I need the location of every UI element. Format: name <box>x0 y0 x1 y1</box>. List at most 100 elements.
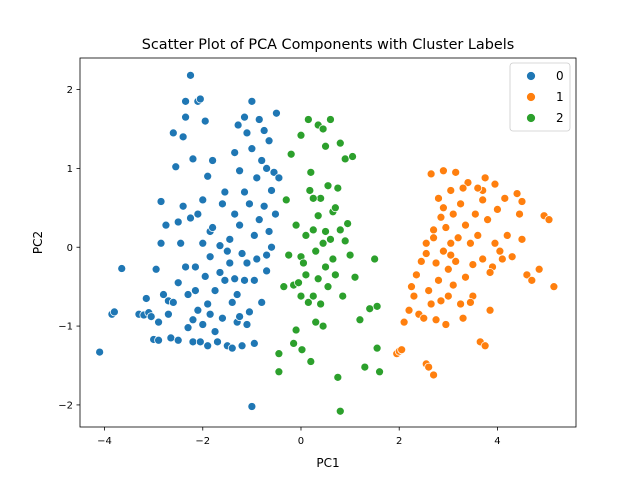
data-point-series-2 <box>340 154 350 164</box>
x-tick-label: −2 <box>195 436 210 447</box>
data-point-series-1 <box>468 260 478 269</box>
data-point-series-2 <box>313 211 323 221</box>
data-point-series-0 <box>240 187 249 197</box>
data-point-series-0 <box>257 156 267 165</box>
data-point-series-0 <box>198 195 208 205</box>
data-point-series-1 <box>429 225 438 235</box>
data-point-series-0 <box>227 343 237 353</box>
data-point-series-2 <box>274 349 284 359</box>
data-point-series-0 <box>230 274 240 284</box>
data-point-series-0 <box>272 108 281 118</box>
data-point-series-2 <box>318 124 328 134</box>
data-point-series-1 <box>466 238 475 248</box>
data-point-series-0 <box>269 167 279 177</box>
data-point-series-2 <box>348 152 357 161</box>
data-point-series-1 <box>436 296 446 306</box>
data-point-series-1 <box>473 183 483 193</box>
data-point-series-1 <box>439 166 448 176</box>
data-point-series-2 <box>316 193 326 203</box>
data-point-series-0 <box>173 278 183 288</box>
legend-marker-2 <box>526 113 536 123</box>
data-point-series-0 <box>220 275 230 285</box>
data-point-series-0 <box>200 116 210 126</box>
data-point-series-1 <box>448 280 458 290</box>
data-point-series-0 <box>215 241 225 251</box>
data-point-series-0 <box>159 290 168 299</box>
data-point-series-2 <box>279 282 289 292</box>
data-point-series-0 <box>193 305 203 315</box>
data-point-series-0 <box>181 112 190 122</box>
data-point-series-1 <box>421 249 431 258</box>
legend-marker-1 <box>526 92 536 102</box>
data-point-series-2 <box>350 272 360 282</box>
data-point-series-1 <box>431 315 441 325</box>
data-point-series-0 <box>178 201 188 211</box>
data-point-series-0 <box>235 312 244 321</box>
data-point-series-0 <box>252 173 262 183</box>
data-point-series-1 <box>478 254 488 264</box>
data-point-series-1 <box>517 234 527 244</box>
data-point-series-1 <box>456 199 465 209</box>
data-point-series-1 <box>522 270 532 280</box>
data-point-series-2 <box>360 362 370 372</box>
data-point-series-0 <box>233 120 243 130</box>
data-point-series-1 <box>463 178 473 187</box>
data-point-series-1 <box>458 183 468 193</box>
x-tick-label: 4 <box>494 436 500 447</box>
data-point-series-1 <box>483 215 492 225</box>
data-point-series-2 <box>345 250 355 260</box>
data-point-series-1 <box>419 313 429 323</box>
data-point-series-0 <box>245 199 254 209</box>
data-point-series-1 <box>421 238 431 248</box>
data-point-series-0 <box>252 254 262 264</box>
data-point-series-1 <box>441 320 451 329</box>
data-point-series-2 <box>296 291 306 301</box>
data-point-series-1 <box>534 264 544 274</box>
data-point-series-2 <box>335 225 345 235</box>
data-point-series-1 <box>470 209 480 219</box>
y-tick-label: 2 <box>67 85 73 96</box>
data-point-series-2 <box>308 193 318 203</box>
chart-title: Scatter Plot of PCA Components with Clus… <box>142 37 514 53</box>
y-axis-label: PC2 <box>31 231 45 254</box>
data-point-series-0 <box>264 136 274 146</box>
data-point-series-0 <box>181 96 190 106</box>
x-tick-label: −4 <box>97 436 112 447</box>
data-point-series-0 <box>240 275 249 285</box>
data-point-series-2 <box>375 367 384 377</box>
data-point-series-0 <box>205 309 215 319</box>
data-point-series-0 <box>271 209 280 219</box>
points-layer <box>95 70 559 416</box>
data-point-series-2 <box>308 225 318 235</box>
data-point-series-0 <box>191 286 200 295</box>
data-point-series-1 <box>439 246 448 256</box>
data-point-series-2 <box>343 219 353 228</box>
data-point-series-1 <box>429 233 438 243</box>
data-point-series-0 <box>183 323 193 333</box>
data-point-series-1 <box>456 299 465 309</box>
data-point-series-2 <box>297 345 307 355</box>
data-point-series-2 <box>313 274 323 284</box>
data-point-series-1 <box>451 257 461 266</box>
data-point-series-0 <box>225 258 235 268</box>
data-point-series-0 <box>267 186 276 195</box>
data-point-series-0 <box>203 299 213 309</box>
data-point-series-1 <box>434 275 443 285</box>
data-point-series-1 <box>517 197 527 206</box>
data-point-series-1 <box>446 250 456 260</box>
data-point-series-2 <box>274 367 284 377</box>
data-point-series-2 <box>335 138 345 148</box>
data-point-series-0 <box>191 262 200 272</box>
data-point-series-2 <box>333 183 343 193</box>
data-point-series-1 <box>407 282 416 292</box>
data-point-series-1 <box>485 268 495 277</box>
data-point-series-1 <box>458 313 468 323</box>
data-point-series-1 <box>478 195 488 205</box>
data-point-series-1 <box>493 205 502 214</box>
data-point-series-0 <box>205 252 215 262</box>
data-point-series-1 <box>549 282 559 292</box>
data-point-series-0 <box>274 173 284 183</box>
data-point-series-0 <box>195 337 205 347</box>
data-point-series-0 <box>186 70 195 80</box>
data-point-series-2 <box>301 231 311 240</box>
